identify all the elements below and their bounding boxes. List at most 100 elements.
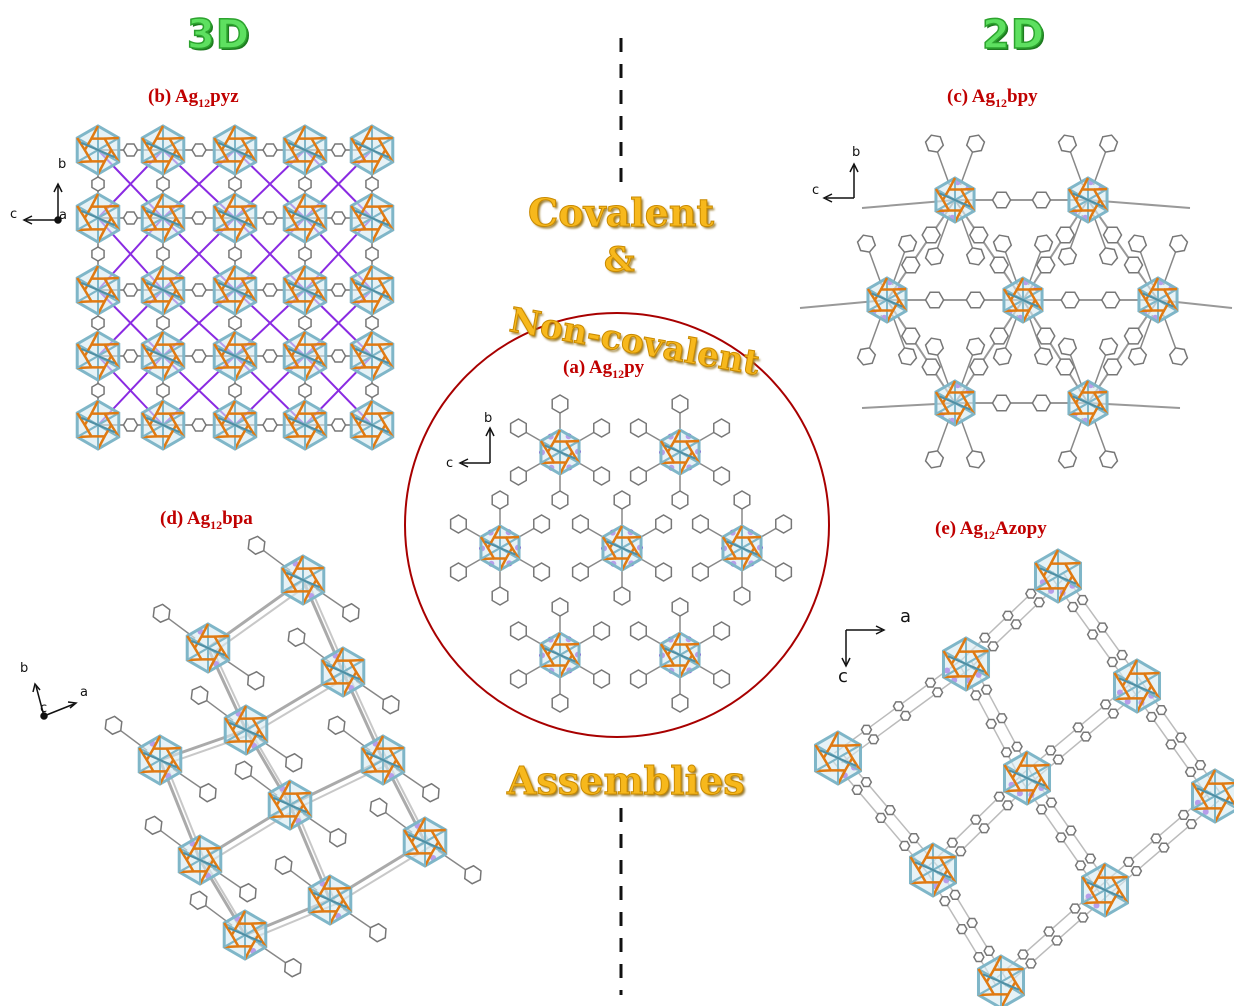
ligand-ring [156,382,170,399]
linker-bond [1004,251,1019,286]
ligand-ring [1127,234,1148,253]
center-circle [404,312,830,738]
ag12-cluster [267,779,313,831]
ligand-ring [713,466,731,486]
ag12-cluster [222,909,268,961]
ligand-ring [1098,247,1119,266]
ligand-ring [551,490,569,510]
ag12-cluster [976,954,1026,1006]
ag12-cluster [1033,548,1083,604]
ligand-ring [593,621,611,641]
ag12-cluster [75,330,121,382]
axis-label-b-horizontal: c [10,207,17,222]
axis-label-d-horizontal: a [80,685,88,700]
ag12-cluster [349,264,395,316]
ligand-ring [1033,597,1046,608]
ligand-ring [1184,766,1197,778]
ag12-cluster [212,264,258,316]
ligand-ring [924,247,945,266]
ligand-ring [491,490,509,510]
ligand-ring [655,562,673,582]
ag12-cluster [212,399,258,451]
ligand-ring [262,418,278,432]
panel-label-e: (e) Ag12Azopy [935,518,1047,542]
ligand-ring [1098,134,1119,153]
label-ampersand: & [604,240,636,281]
ligand-ring [104,715,123,736]
linker-bond [959,214,974,249]
ag12-cluster [177,834,223,886]
ag12-cluster [601,524,643,572]
ligand-ring [956,924,968,935]
ag12-cluster [140,124,186,176]
ligand-ring [978,823,991,834]
ligand-ring [1031,191,1052,209]
ligand-ring [330,283,347,297]
ligand-ring [1079,731,1092,742]
ag12-cluster [212,124,258,176]
axis-label-d-out: c [40,701,47,716]
ligand-ring [330,349,347,363]
ligand-ring [899,710,912,721]
ligand-ring [1076,594,1089,606]
ligand-ring [949,889,961,900]
ligand-ring [1155,704,1168,716]
ligand-ring [954,846,967,857]
ligand-ring [671,490,689,510]
ligand-ring [713,621,731,641]
linker-bond [1139,314,1154,349]
ligand-ring [330,418,347,432]
linker-bond [936,151,951,186]
ligand-ring [91,382,105,399]
ligand-ring [860,724,873,735]
ligand-ring [1150,833,1162,844]
ligand-ring [1057,450,1078,469]
axis-label-e-horizontal: a [900,606,911,627]
ligand-ring [449,562,467,582]
ligand-ring [1165,739,1177,750]
ligand-ring [198,782,217,803]
ligand-ring [921,358,942,376]
ligand-ring [1098,450,1119,469]
ligand-ring [191,418,207,432]
ligand-ring [613,586,631,606]
ag12-cluster [659,428,701,476]
linker-bond [936,214,951,249]
ligand-ring [228,246,242,262]
ag12-cluster [75,124,121,176]
ligand-ring [156,176,170,192]
ligand-ring [1067,601,1079,613]
ligand-ring [287,627,306,648]
ligand-ring [152,603,171,624]
ligand-ring [1035,327,1056,345]
ligand-ring [341,602,360,623]
ligand-ring [1065,825,1077,836]
axes-c [822,162,859,203]
panel-label-a: (a) Ag12py [563,357,645,381]
ligand-ring [924,677,937,688]
ligand-ring [1055,832,1067,843]
ligand-ring [1099,699,1112,710]
linker-bond [891,314,906,349]
ligand-ring [968,358,989,376]
ligand-ring [965,291,986,309]
ligand-ring [1043,926,1055,937]
ligand-ring [991,191,1012,209]
linker-bond [1092,354,1107,389]
ligand-ring [298,246,312,262]
linker-bond [1069,151,1084,186]
linker-bond [1004,314,1019,349]
ligand-ring [992,347,1013,366]
ag12-cluster [1067,176,1109,224]
ag12-cluster [349,192,395,244]
ligand-ring [1044,745,1057,756]
ligand-ring [671,597,689,617]
ligand-ring [924,450,945,469]
ligand-ring [856,234,877,253]
ligand-ring [985,718,998,729]
ligand-ring [970,690,982,701]
ligand-ring [509,621,527,641]
ag12-cluster [212,192,258,244]
ligand-ring [1035,804,1048,815]
ag12-cluster [659,631,701,679]
